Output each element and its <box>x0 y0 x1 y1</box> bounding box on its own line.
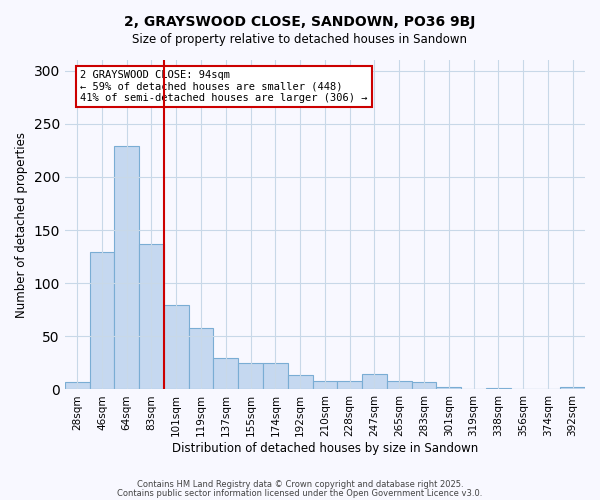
Bar <box>139 244 164 390</box>
Bar <box>89 252 115 390</box>
X-axis label: Distribution of detached houses by size in Sandown: Distribution of detached houses by size … <box>172 442 478 455</box>
Bar <box>560 388 585 390</box>
Bar <box>238 363 263 390</box>
Bar <box>288 374 313 390</box>
Bar <box>115 146 139 390</box>
Bar <box>188 328 214 390</box>
Text: 2, GRAYSWOOD CLOSE, SANDOWN, PO36 9BJ: 2, GRAYSWOOD CLOSE, SANDOWN, PO36 9BJ <box>124 15 476 29</box>
Bar <box>486 388 511 390</box>
Bar <box>362 374 387 390</box>
Bar <box>65 382 89 390</box>
Text: Size of property relative to detached houses in Sandown: Size of property relative to detached ho… <box>133 32 467 46</box>
Bar <box>263 363 288 390</box>
Text: Contains HM Land Registry data © Crown copyright and database right 2025.: Contains HM Land Registry data © Crown c… <box>137 480 463 489</box>
Y-axis label: Number of detached properties: Number of detached properties <box>15 132 28 318</box>
Text: Contains public sector information licensed under the Open Government Licence v3: Contains public sector information licen… <box>118 489 482 498</box>
Bar <box>337 381 362 390</box>
Text: 2 GRAYSWOOD CLOSE: 94sqm
← 59% of detached houses are smaller (448)
41% of semi-: 2 GRAYSWOOD CLOSE: 94sqm ← 59% of detach… <box>80 70 368 103</box>
Bar <box>412 382 436 390</box>
Bar <box>436 388 461 390</box>
Bar <box>164 306 188 390</box>
Bar <box>387 381 412 390</box>
Bar <box>214 358 238 390</box>
Bar <box>313 381 337 390</box>
